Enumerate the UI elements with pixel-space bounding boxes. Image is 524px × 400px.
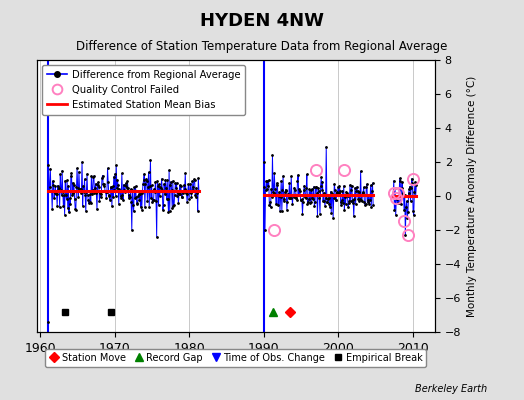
- Text: Berkeley Earth: Berkeley Earth: [415, 384, 487, 394]
- Text: HYDEN 4NW: HYDEN 4NW: [200, 12, 324, 30]
- Y-axis label: Monthly Temperature Anomaly Difference (°C): Monthly Temperature Anomaly Difference (…: [467, 75, 477, 317]
- Legend: Station Move, Record Gap, Time of Obs. Change, Empirical Break: Station Move, Record Gap, Time of Obs. C…: [46, 349, 426, 366]
- Text: Difference of Station Temperature Data from Regional Average: Difference of Station Temperature Data f…: [77, 40, 447, 53]
